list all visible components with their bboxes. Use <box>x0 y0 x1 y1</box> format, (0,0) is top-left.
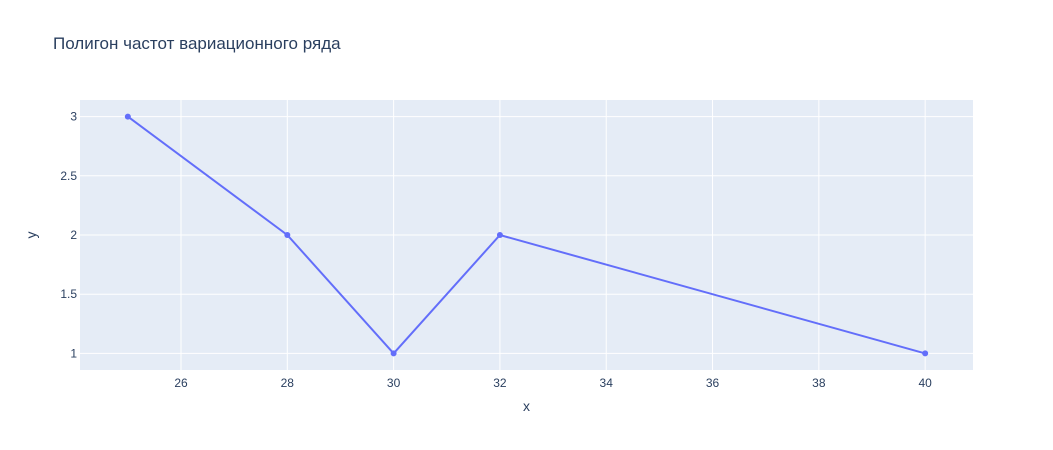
data-point <box>284 232 291 238</box>
y-axis-ticks: 1 1.5 2 2.5 3 <box>60 110 77 361</box>
x-axis-ticks: 26 28 30 32 34 36 38 40 <box>174 376 932 390</box>
y-tick-label: 1.5 <box>60 287 77 301</box>
x-axis-title: x <box>523 398 530 414</box>
x-tick-label: 40 <box>918 376 932 390</box>
grid-lines <box>80 100 973 370</box>
data-point <box>922 350 929 357</box>
y-tick-label: 2 <box>70 228 77 242</box>
series-layer <box>124 113 929 357</box>
x-tick-label: 26 <box>174 376 188 390</box>
x-tick-label: 34 <box>600 376 614 390</box>
x-tick-label: 36 <box>706 376 720 390</box>
data-point <box>496 232 503 238</box>
y-tick-label: 2.5 <box>60 169 77 183</box>
x-tick-label: 28 <box>281 376 295 390</box>
x-tick-label: 30 <box>387 376 401 390</box>
x-tick-label: 38 <box>812 376 826 390</box>
y-tick-label: 3 <box>70 110 77 124</box>
x-tick-label: 32 <box>493 376 507 390</box>
y-axis-title: y <box>23 232 39 239</box>
chart-title: Полигон частот вариационного ряда <box>53 34 341 53</box>
data-point <box>390 350 397 357</box>
y-tick-label: 1 <box>70 346 77 360</box>
data-point <box>124 113 131 120</box>
